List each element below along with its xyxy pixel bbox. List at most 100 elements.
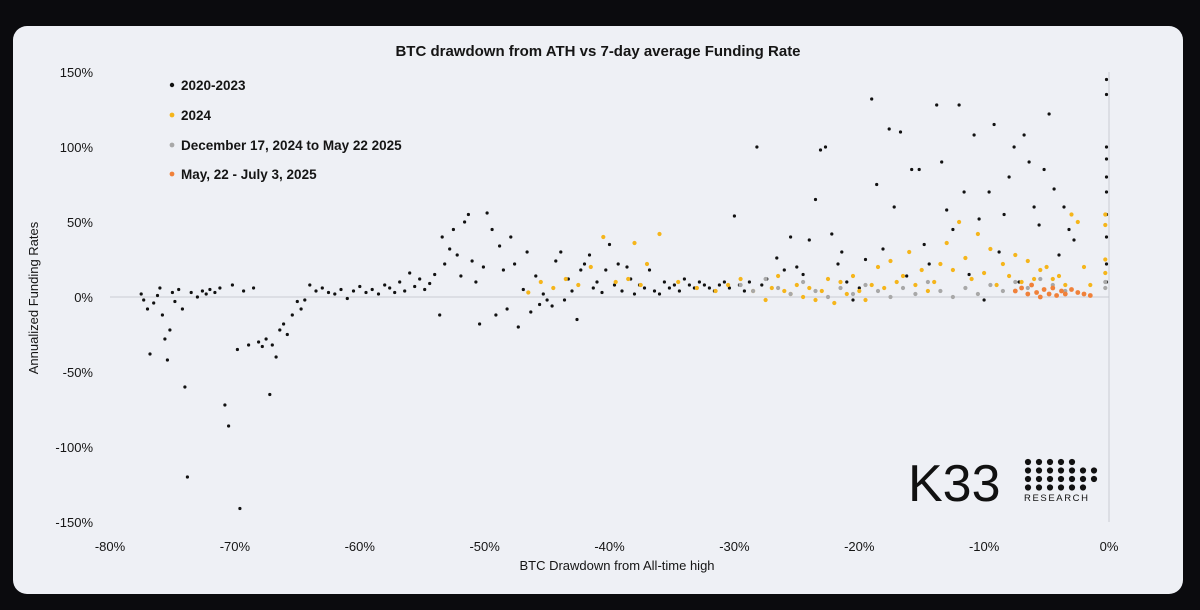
data-point xyxy=(935,103,939,107)
logo-subtitle: RESEARCH xyxy=(1024,493,1090,504)
data-point xyxy=(559,250,563,254)
data-point xyxy=(625,265,629,269)
data-point xyxy=(763,297,768,303)
data-point xyxy=(801,272,805,277)
data-point xyxy=(988,246,993,252)
data-point xyxy=(252,286,256,290)
data-point xyxy=(463,220,467,224)
scatter-chart: BTC drawdown from ATH vs 7-day average F… xyxy=(26,43,1119,573)
data-point xyxy=(470,259,474,263)
legend-label-2020-2023: 2020-2023 xyxy=(181,78,246,93)
data-point xyxy=(345,296,349,301)
data-point xyxy=(813,297,818,303)
data-point xyxy=(944,240,949,246)
logo-wordmark: K33 xyxy=(908,455,1001,513)
data-point xyxy=(501,268,505,272)
data-point xyxy=(563,276,568,282)
data-point xyxy=(1029,282,1034,288)
data-point xyxy=(1104,77,1109,82)
data-point xyxy=(1013,252,1018,258)
data-point xyxy=(900,285,906,291)
data-point xyxy=(1062,291,1068,297)
data-point xyxy=(278,328,282,332)
data-point xyxy=(894,279,899,285)
data-point xyxy=(875,264,881,270)
data-point xyxy=(195,295,199,299)
data-point xyxy=(204,292,208,296)
data-point xyxy=(1046,291,1052,297)
logo-dot xyxy=(1024,475,1032,483)
data-point xyxy=(1063,282,1068,288)
data-point xyxy=(657,292,662,296)
data-point xyxy=(1038,267,1043,273)
data-point xyxy=(922,242,926,247)
data-point xyxy=(1034,290,1039,295)
data-point xyxy=(788,291,793,297)
x-tick-label: -40% xyxy=(594,539,625,554)
data-point xyxy=(870,97,874,101)
data-point xyxy=(418,277,422,281)
data-point xyxy=(672,283,677,287)
data-point xyxy=(498,244,502,248)
data-point xyxy=(1103,279,1108,285)
legend-marker-2024 xyxy=(169,112,175,118)
logo-dot xyxy=(1090,475,1098,483)
logo-dot xyxy=(1035,458,1043,466)
data-point xyxy=(657,231,662,237)
data-point xyxy=(474,280,478,284)
data-point xyxy=(1075,290,1081,295)
data-point xyxy=(490,227,494,232)
data-point xyxy=(247,343,251,347)
y-tick-label: 150% xyxy=(60,65,94,80)
data-point xyxy=(838,279,843,285)
data-point xyxy=(863,257,868,262)
data-point xyxy=(295,299,299,304)
logo-dot xyxy=(1090,467,1098,474)
data-point xyxy=(1007,175,1011,179)
data-point xyxy=(782,288,787,294)
data-point xyxy=(676,279,681,285)
data-point xyxy=(485,211,489,215)
data-point xyxy=(575,317,579,322)
data-point xyxy=(642,286,647,290)
data-point xyxy=(950,267,956,273)
data-point xyxy=(351,289,356,293)
data-point xyxy=(443,262,447,266)
data-point xyxy=(713,288,718,294)
data-point xyxy=(413,284,417,289)
data-point xyxy=(982,298,986,302)
data-point xyxy=(388,286,392,290)
data-point xyxy=(967,272,971,277)
data-point xyxy=(707,286,712,290)
logo-dot xyxy=(1068,467,1076,474)
data-point xyxy=(570,289,574,293)
data-point xyxy=(632,240,637,246)
logo-dot xyxy=(1079,475,1087,483)
data-point xyxy=(813,197,818,202)
data-point xyxy=(403,289,407,293)
y-tick-label: -150% xyxy=(55,515,93,530)
data-point xyxy=(529,310,533,314)
data-point xyxy=(875,288,881,294)
data-point xyxy=(1069,212,1074,217)
data-point xyxy=(647,268,652,272)
k33-logo: K33 RESEARCH xyxy=(908,455,1098,513)
data-point xyxy=(1047,112,1051,116)
data-point xyxy=(1022,133,1026,137)
data-point xyxy=(282,322,286,326)
data-point xyxy=(383,283,387,287)
data-point xyxy=(185,475,189,479)
data-point xyxy=(139,292,143,296)
logo-dot xyxy=(1035,475,1043,483)
data-point xyxy=(1059,288,1064,294)
data-point xyxy=(850,273,856,279)
data-point xyxy=(838,285,843,291)
data-point xyxy=(326,290,331,295)
logo-dot xyxy=(1046,484,1054,491)
data-point xyxy=(163,337,167,341)
logo-dot xyxy=(1046,458,1054,466)
x-tick-label: -60% xyxy=(345,539,376,554)
y-tick-label: -100% xyxy=(55,440,93,455)
data-point xyxy=(755,145,759,149)
data-point xyxy=(1062,205,1066,209)
